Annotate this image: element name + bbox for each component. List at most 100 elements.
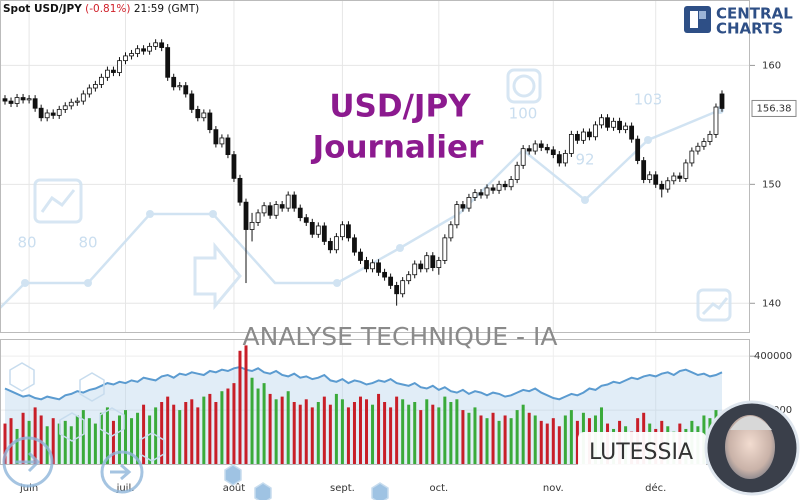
candle-body [117,60,122,73]
candle-body [38,107,44,119]
candle-body [442,237,448,261]
volume-bar [39,415,43,464]
volume-bar [148,415,152,464]
candle-body [508,179,514,188]
brand: LUTESSIA [589,440,693,465]
volume-bar [557,426,561,464]
candle-body [412,263,418,276]
candle-body [568,133,574,154]
volume-bar [274,399,278,464]
brand-box [578,432,706,472]
chart-subtitle: Journalier [311,130,484,166]
volume-bar [117,415,121,464]
candle-body [315,225,321,235]
candle-body [68,101,74,107]
candle-body [472,192,478,198]
candle-body [358,251,363,261]
volume-bar [93,423,97,464]
candle-body [671,175,677,182]
candle-body [255,212,261,223]
candle-body [74,100,80,103]
logo: CENTRAL CHARTS [684,5,793,38]
candle-body [225,137,231,156]
candle-body [466,197,472,209]
candle-body [593,124,598,138]
volume-bar [503,415,507,464]
candle-body [587,131,592,138]
volume-bar [214,402,218,464]
volume-bar [69,426,73,464]
candle-body [574,133,580,141]
candle-body [50,112,56,116]
volume-bar [268,393,272,464]
candle-body [62,105,68,110]
volume-bar [407,404,411,464]
volume-bar [467,412,471,464]
volume-bar [124,410,128,464]
arrow-icon [193,241,242,311]
volume-bar [371,404,375,464]
candle-body [92,84,98,89]
volume-bar [190,399,194,464]
volume-bar [232,383,236,464]
candle-body [617,120,622,131]
volume-bar [226,388,230,464]
volume-bar [99,412,103,464]
volume-bar [111,420,115,464]
candle-body [279,204,285,209]
candle-body [183,85,189,95]
candle-body [321,225,327,242]
volume-bar [178,410,182,464]
volume-bar [105,407,109,464]
candle-body [496,183,502,191]
candle-body [219,137,225,145]
candle-body [44,112,50,119]
volume-bar [521,404,525,464]
y-tick-label: 160 [762,60,781,71]
candle-body [707,133,713,142]
avatar [704,400,800,496]
candle-body [123,55,128,62]
candle-body [171,76,177,88]
change: (-0.81%) [85,3,130,15]
trend-icon [696,288,732,322]
axes: 140150160200000400000juinjuil.aoûtsept.o… [19,60,797,494]
price-tag-label: 156.38 [757,103,792,114]
x-tick-label: nov. [543,483,564,494]
candle-body [207,112,213,131]
volume-area [5,367,722,464]
header: Spot USD/JPY (-0.81%) 21:59 (GMT) [3,3,199,15]
candle-body [701,141,707,147]
volume-bar [358,396,362,464]
candle-body [340,224,345,238]
volume-bar [322,396,326,464]
volume-bar [413,402,417,464]
candle-body [147,45,153,52]
compass-icon [506,68,542,104]
volume-bar [172,404,176,464]
arrow-circles [2,436,144,494]
candle-body [544,147,550,151]
volume-bar [3,423,7,464]
candle-body [641,160,647,180]
volume-bar [81,410,85,464]
volume-bar [533,415,537,464]
volume-bar [136,412,140,464]
candle-body [376,262,381,273]
price-tag [751,99,797,117]
candle-body [677,175,683,179]
candle-body [424,255,430,270]
candle-body [237,177,243,203]
candle-body [418,263,424,270]
volume-bar [9,418,13,464]
volume-bar [419,410,423,464]
volume-bar [352,402,356,464]
symbol: Spot USD/JPY [3,3,82,15]
volume-bar [401,399,405,464]
volume-bar [244,345,248,464]
volume-bar [328,404,332,464]
volume-bar [383,402,387,464]
candle-body [213,129,219,145]
x-tick-label: août [223,482,246,494]
volume-bar [365,399,369,464]
